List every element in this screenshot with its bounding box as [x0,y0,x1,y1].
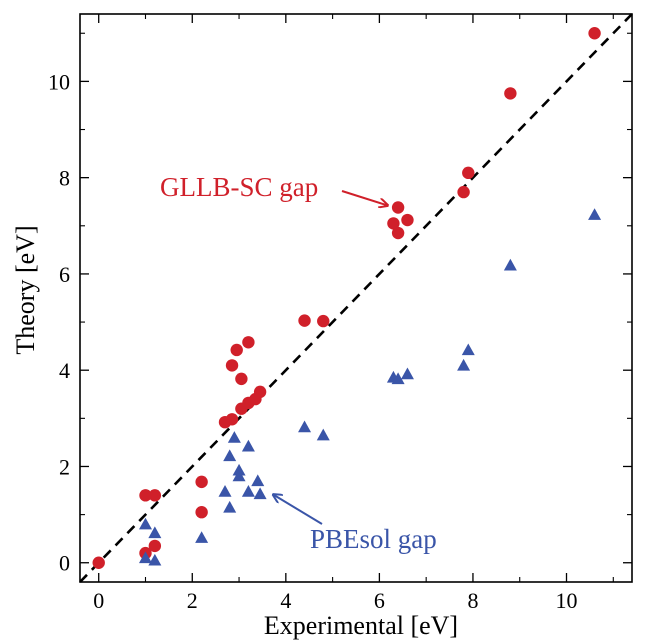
pbesol-point [241,485,255,497]
pbesol-point [457,358,471,371]
gllb-sc-point [225,413,239,426]
gllb-sc-point [253,385,267,399]
gllb-sc-point [235,372,248,386]
annotation-pbesol-gap: PBEsol gap [310,524,437,554]
gllb-sc-point [148,489,162,502]
x-tick-label: 6 [374,588,385,613]
pbesol-point [251,474,265,487]
pbesol-point [298,420,312,433]
x-tick-label: 10 [556,588,578,613]
y-tick-label: 8 [59,166,70,191]
gllb-sc-point [92,556,105,569]
pbesol-point [400,367,414,380]
pbesol-point [241,439,255,452]
gllb-sc-point [462,166,475,180]
pbesol-point [148,526,162,539]
gllb-sc-point [391,201,405,214]
pbesol-point [461,343,475,356]
gllb-sc-point [230,343,243,357]
pbesol-point [232,469,246,482]
pbesol-point [223,500,237,513]
x-tick-label: 0 [93,588,104,613]
gllb-sc-point [225,359,239,372]
pbesol-point [138,517,152,530]
gllb-sc-point [195,506,208,519]
gllb-sc-point [242,336,255,349]
annotation-arrow-pbesol [273,495,323,525]
pbesol-point [253,487,267,500]
pbesol-point [218,485,232,497]
y-tick-label: 6 [59,262,70,287]
gllb-sc-point [504,87,517,100]
gllb-sc-point [148,539,162,553]
x-tick-label: 2 [187,588,198,613]
gllb-sc-point [387,217,400,230]
gllb-sc-point [139,489,152,502]
pbesol-point [503,258,517,271]
pbesol-point [227,431,241,443]
gllb-sc-point [457,185,470,199]
x-tick-label: 4 [280,588,291,613]
reference-line-y-equals-x [79,13,633,583]
plot-frame [79,13,633,583]
y-tick-label: 2 [59,454,70,479]
y-tick-label: 4 [59,358,70,383]
x-axis-label: Experimental [eV] [264,611,458,640]
pbesol-point [223,449,237,462]
gllb-sc-point [317,314,330,328]
gllb-sc-point [195,475,208,489]
pbesol-point [138,551,152,564]
gllb-sc-point [588,27,601,40]
pbesol-point [148,553,162,566]
annotation-arrow-gllb-sc [341,190,388,206]
x-tick-label: 8 [467,588,478,613]
y-tick-label: 0 [59,551,70,576]
y-tick-label: 10 [48,69,70,94]
gllb-sc-point [401,213,414,227]
pbesol-point [391,372,405,385]
pbesol-point [195,531,209,543]
gllb-sc-point [391,226,405,240]
pbesol-point [316,428,330,441]
annotation-gllb-sc-gap: GLLB-SC gap [160,172,318,202]
y-axis-label: Theory [eV] [11,225,40,354]
pbesol-point [588,208,602,220]
gllb-sc-point [298,314,311,327]
